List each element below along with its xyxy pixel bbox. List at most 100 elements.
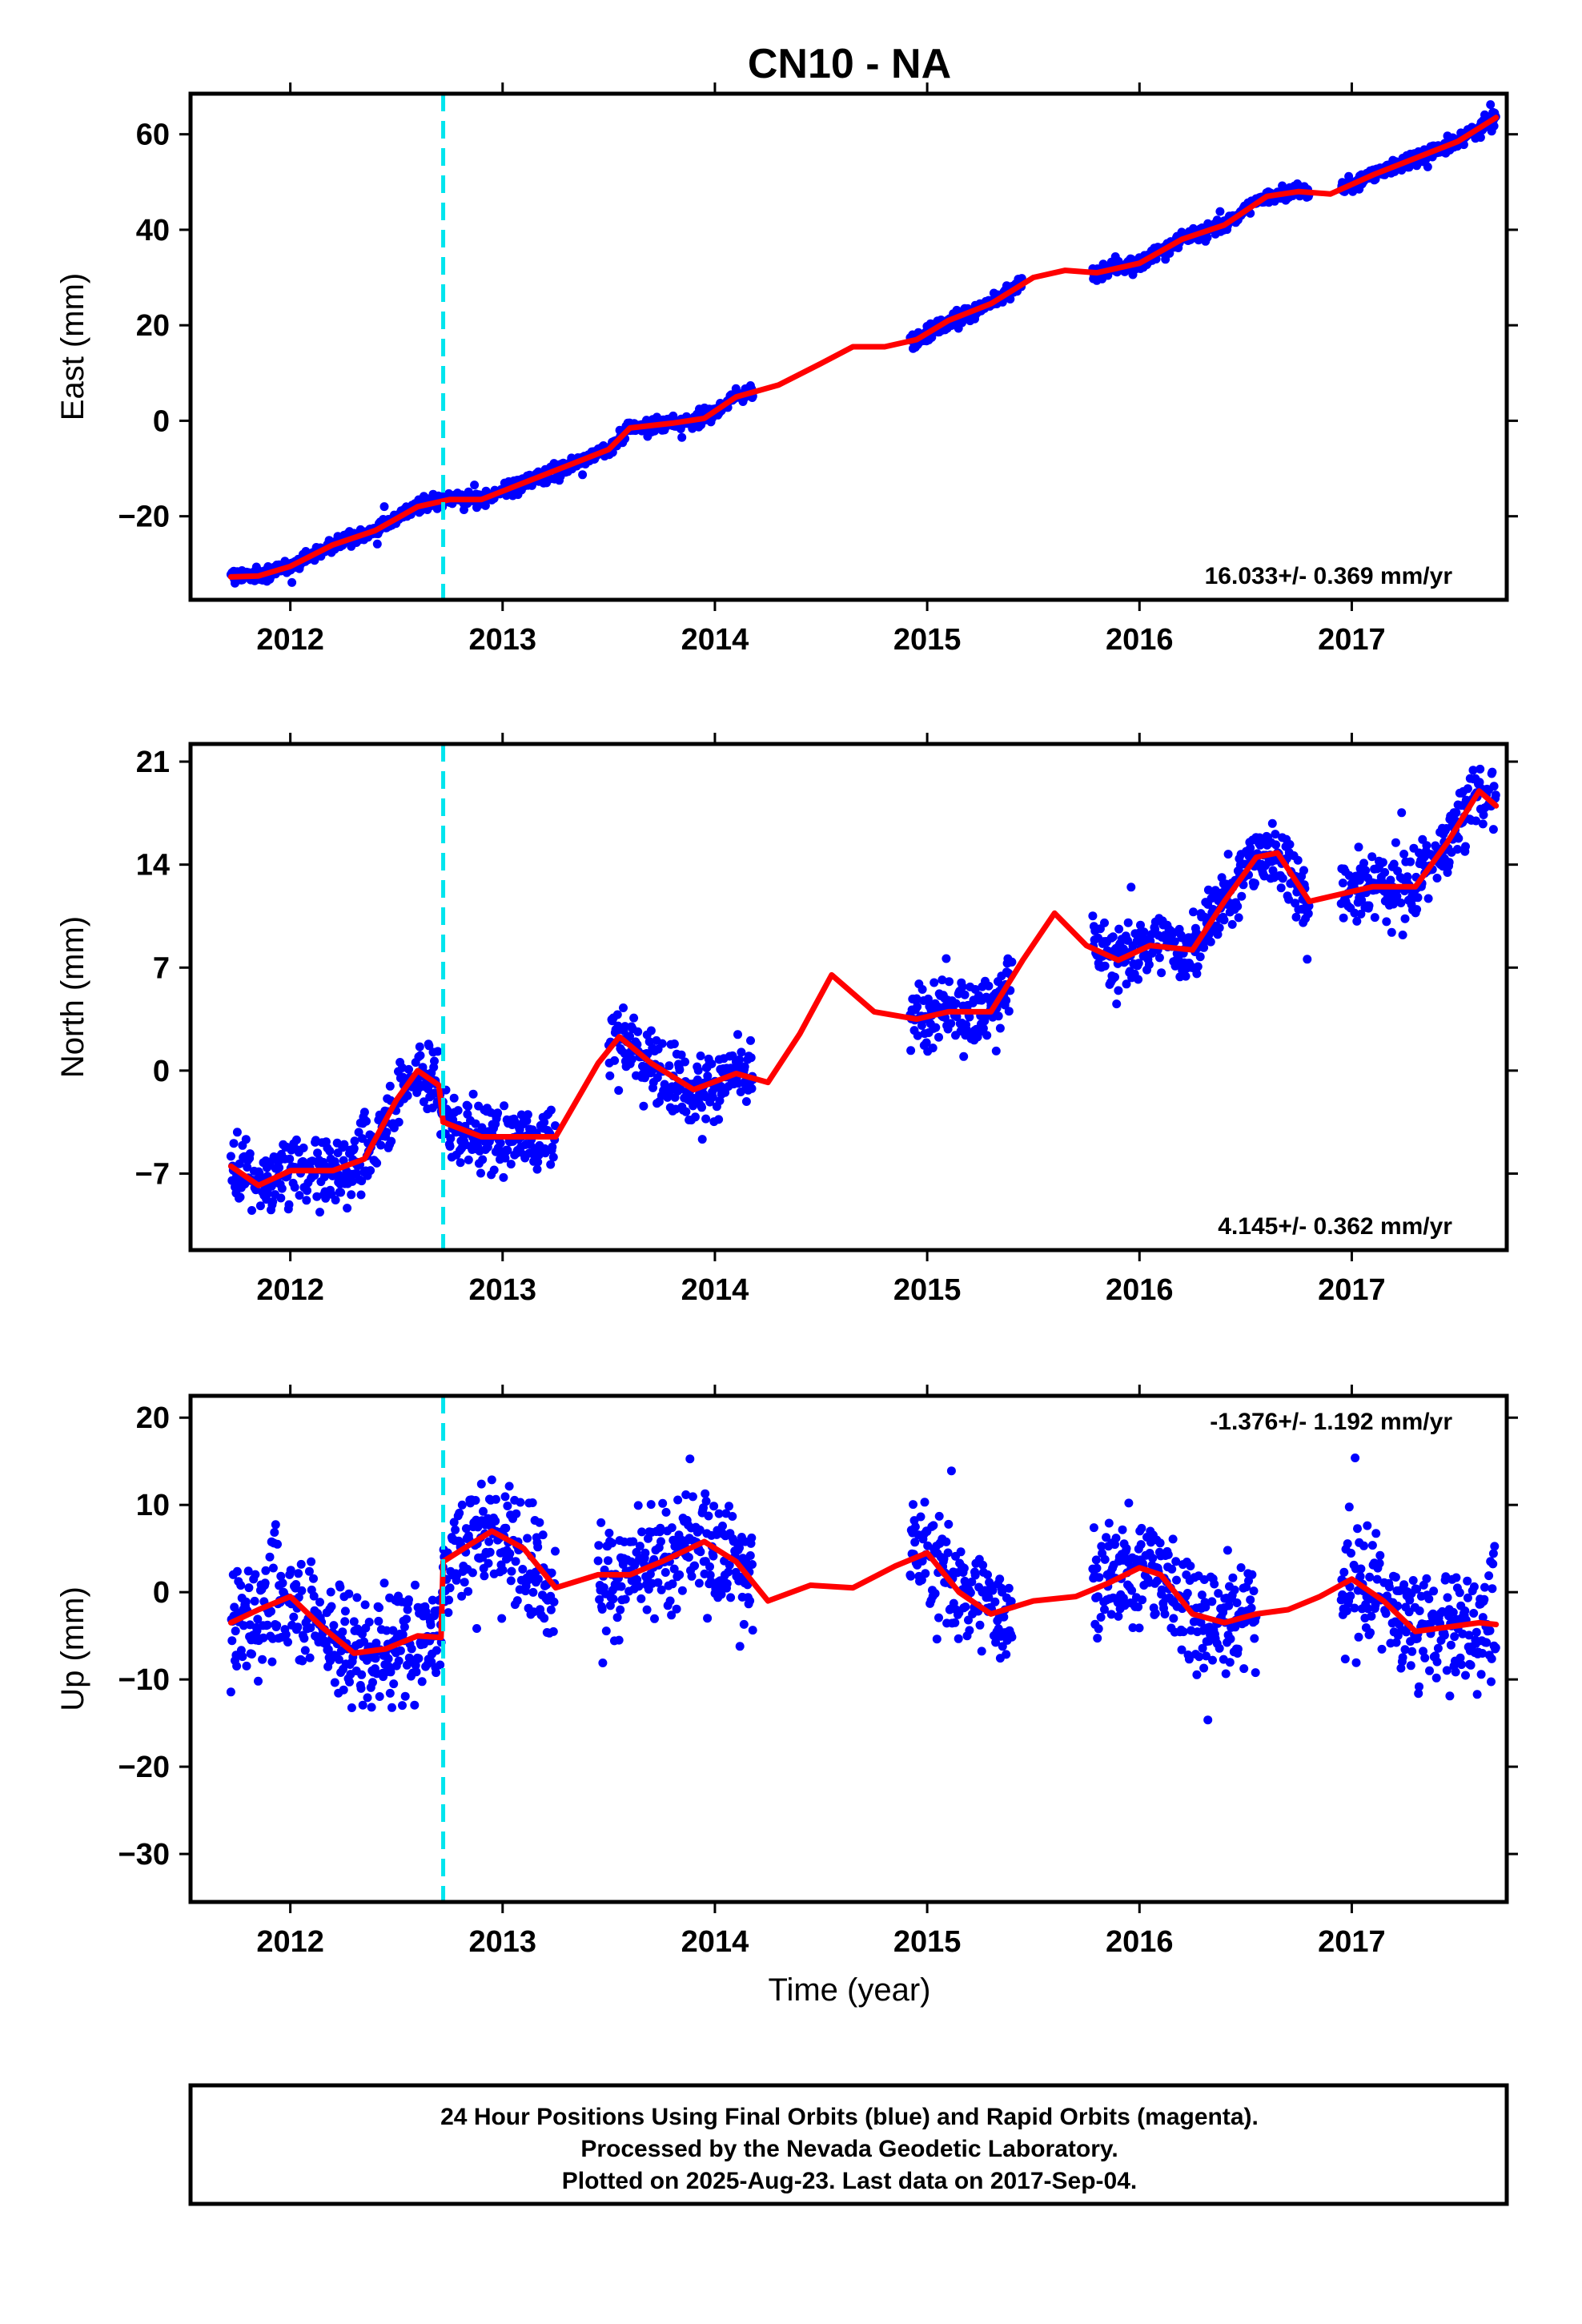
data-point [1371, 1529, 1381, 1538]
data-point [748, 1560, 757, 1569]
data-point [967, 1577, 977, 1586]
data-point [1237, 891, 1247, 901]
data-point [512, 1596, 522, 1606]
data-point [366, 1166, 375, 1176]
data-point [645, 1570, 655, 1579]
data-point [610, 1055, 620, 1065]
data-point [1399, 850, 1409, 858]
data-point [232, 1128, 242, 1137]
data-point [661, 1568, 670, 1577]
data-point [1153, 1576, 1162, 1586]
data-point [404, 1064, 413, 1074]
data-point [1461, 1671, 1470, 1680]
data-point [1472, 1690, 1482, 1699]
x-tick-label: 2016 [1106, 1273, 1174, 1307]
data-point [503, 1502, 512, 1510]
data-point [1446, 1640, 1456, 1650]
data-point [1490, 1542, 1500, 1551]
data-point [293, 1622, 303, 1632]
data-point [358, 1700, 367, 1710]
data-point [485, 1547, 495, 1557]
x-tick-label: 2017 [1318, 1925, 1386, 1959]
data-point [1466, 1660, 1476, 1670]
data-point [1396, 899, 1406, 907]
data-point [347, 1703, 356, 1712]
data-point [432, 1668, 441, 1678]
data-point [1438, 1606, 1447, 1616]
data-point [1476, 133, 1485, 143]
data-point [988, 1586, 998, 1595]
data-point [471, 1496, 480, 1505]
data-point [1476, 1670, 1486, 1679]
data-point [464, 1102, 473, 1111]
data-point [411, 1580, 420, 1590]
data-point [371, 1654, 380, 1663]
data-point [1464, 1630, 1474, 1640]
data-point [1134, 959, 1143, 968]
x-tick-label: 2015 [893, 623, 962, 657]
data-point [1136, 1540, 1146, 1550]
data-point [923, 994, 933, 1003]
data-point [677, 1586, 687, 1595]
data-point [629, 1013, 639, 1023]
data-point [1463, 1593, 1472, 1602]
data-point [1488, 1559, 1498, 1569]
data-point [1114, 924, 1124, 934]
data-point [1352, 916, 1362, 926]
data-point [484, 1537, 494, 1546]
data-point [327, 1602, 336, 1611]
data-point [549, 1597, 559, 1606]
data-point [479, 1506, 488, 1516]
data-point [705, 1562, 714, 1571]
data-point [944, 1519, 954, 1529]
y-tick-label: 60 [136, 119, 170, 152]
data-point [356, 1190, 366, 1200]
data-point [1215, 1643, 1224, 1653]
data-point [733, 1030, 742, 1039]
data-point [252, 1626, 262, 1635]
data-point [1392, 891, 1402, 901]
data-point [625, 1031, 634, 1041]
data-point [1455, 1588, 1464, 1598]
data-point [286, 1566, 295, 1575]
data-point [740, 1062, 749, 1072]
data-point [460, 1578, 469, 1587]
data-point [616, 1605, 625, 1614]
data-point [345, 1677, 354, 1687]
data-point [657, 1039, 667, 1048]
data-point [920, 1498, 930, 1507]
data-point [739, 1619, 749, 1629]
data-point [1370, 913, 1379, 923]
data-point [745, 1596, 755, 1606]
data-point [673, 1495, 683, 1505]
data-point [1088, 911, 1098, 921]
data-point [344, 1589, 354, 1598]
data-point [978, 1560, 988, 1570]
data-point [1226, 1634, 1235, 1643]
data-point [703, 1614, 713, 1623]
data-point [1181, 971, 1191, 981]
data-point [1128, 1623, 1138, 1632]
data-point [500, 1101, 509, 1111]
y-tick-label: 14 [136, 849, 170, 883]
footer-box: 24 Hour Positions Using Final Orbits (bl… [188, 2083, 1509, 2206]
footer-line-3: Plotted on 2025-Aug-23. Last data on 201… [562, 2168, 1138, 2194]
data-point [335, 1582, 345, 1592]
data-point [371, 1638, 381, 1648]
data-point [294, 1569, 303, 1578]
data-point [250, 1596, 259, 1606]
data-point [518, 1565, 528, 1574]
data-point [276, 1193, 286, 1203]
data-point [1475, 778, 1484, 787]
model-curve [227, 788, 1500, 1188]
data-point [396, 1646, 405, 1655]
data-point [612, 1010, 622, 1019]
data-point [1484, 1571, 1494, 1581]
data-point [1419, 1647, 1427, 1656]
x-tick-label: 2015 [893, 1273, 962, 1307]
data-point [334, 1655, 343, 1664]
data-point [511, 1557, 520, 1566]
data-point [598, 1659, 608, 1667]
data-point [326, 1587, 335, 1597]
x-tick-label: 2013 [469, 623, 537, 657]
